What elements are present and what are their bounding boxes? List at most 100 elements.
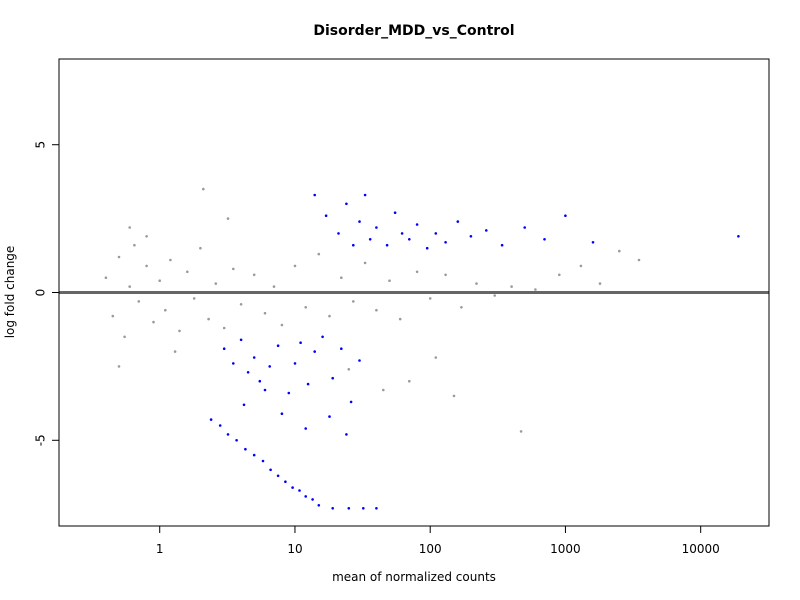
not_significant-point <box>534 288 537 291</box>
not_significant-point <box>152 320 155 324</box>
not_significant-point <box>222 326 226 330</box>
not_significant-point <box>158 279 161 283</box>
significant-point <box>306 382 310 386</box>
significant-point <box>349 400 353 404</box>
significant-point <box>375 226 378 229</box>
x-tick-label: 10 <box>287 542 302 556</box>
significant-point <box>321 335 324 339</box>
not_significant-point <box>460 306 463 309</box>
not_significant-point <box>519 430 523 433</box>
significant-point <box>324 214 328 217</box>
significant-point <box>737 235 740 238</box>
significant-point <box>358 220 361 223</box>
not_significant-point <box>388 279 391 283</box>
significant-point <box>408 238 411 241</box>
significant-point <box>280 412 284 416</box>
significant-point <box>564 214 567 217</box>
y-tick-label: 0 <box>34 289 48 297</box>
significant-point <box>362 507 365 510</box>
not_significant-point <box>304 306 308 309</box>
significant-point <box>311 498 314 501</box>
x-tick-label: 1 <box>156 542 164 556</box>
significant-point <box>263 388 267 392</box>
not_significant-point <box>272 285 276 288</box>
significant-point <box>415 223 419 226</box>
x-tick-label: 1000 <box>550 542 581 556</box>
not_significant-point <box>493 294 497 297</box>
not_significant-point <box>347 368 351 371</box>
chart-title: Disorder_MDD_vs_Control <box>313 23 514 39</box>
significant-point <box>287 391 291 395</box>
not_significant-point <box>202 187 205 191</box>
significant-point <box>218 424 222 427</box>
significant-point <box>337 232 340 235</box>
not_significant-point <box>317 252 321 256</box>
y-axis-label: log fold change <box>3 246 17 339</box>
significant-point <box>345 202 348 206</box>
significant-point <box>331 507 335 510</box>
y-axis: -5 0 5 <box>34 141 59 446</box>
significant-point <box>244 447 247 451</box>
significant-point <box>293 362 297 365</box>
not_significant-point <box>214 282 218 285</box>
not_significant-point <box>328 314 331 318</box>
significant-point <box>368 238 372 241</box>
not_significant-point <box>475 282 478 285</box>
y-tick-label: 5 <box>34 141 48 149</box>
significant-point <box>209 418 213 421</box>
significant-point <box>246 371 250 374</box>
significant-point <box>276 474 280 478</box>
not_significant-point <box>178 329 181 333</box>
not_significant-point <box>133 243 136 247</box>
significant-point <box>444 241 447 244</box>
not_significant-point <box>352 300 355 303</box>
not_significant-point <box>293 264 297 268</box>
significant-point <box>235 439 238 442</box>
significant-points <box>209 193 740 510</box>
significant-point <box>313 193 317 197</box>
not_significant-point <box>199 246 202 250</box>
significant-point <box>291 486 294 489</box>
not_significant-point <box>128 226 131 229</box>
significant-point <box>242 403 246 407</box>
significant-point <box>222 347 226 351</box>
significant-point <box>313 350 317 353</box>
not_significant-point <box>123 335 126 339</box>
not_significant-point <box>637 258 641 262</box>
not_significant-point <box>444 273 447 277</box>
significant-point <box>363 193 367 197</box>
significant-point <box>232 362 235 365</box>
not_significant-point <box>382 388 385 392</box>
significant-point <box>258 379 262 383</box>
not_significant-point <box>226 217 230 220</box>
significant-point <box>347 507 351 510</box>
not_significant-point <box>111 314 115 318</box>
significant-point <box>456 220 460 223</box>
significant-point <box>425 246 429 250</box>
significant-point <box>352 243 355 247</box>
not_significant-point <box>239 303 243 306</box>
not_significant-point <box>618 249 621 253</box>
significant-point <box>299 341 302 345</box>
not_significant-point <box>434 356 438 359</box>
not_significant-point <box>164 308 167 312</box>
significant-point <box>393 211 397 214</box>
significant-point <box>317 504 321 507</box>
not_significant-point <box>137 300 141 303</box>
not_significant-point <box>192 297 196 300</box>
significant-point <box>434 232 438 235</box>
not_significant-point <box>408 379 411 383</box>
not_significant-point <box>232 267 235 271</box>
significant-point <box>239 338 243 342</box>
significant-point <box>375 507 378 510</box>
not_significant-point <box>117 365 121 368</box>
significant-point <box>298 489 301 492</box>
not_significant-point <box>415 270 419 274</box>
significant-point <box>385 243 389 247</box>
significant-point <box>500 243 504 247</box>
x-tick-label: 10000 <box>682 542 720 556</box>
significant-point <box>252 453 256 457</box>
significant-point <box>284 480 287 484</box>
x-axis: 1 10 100 1000 10000 <box>156 526 720 556</box>
